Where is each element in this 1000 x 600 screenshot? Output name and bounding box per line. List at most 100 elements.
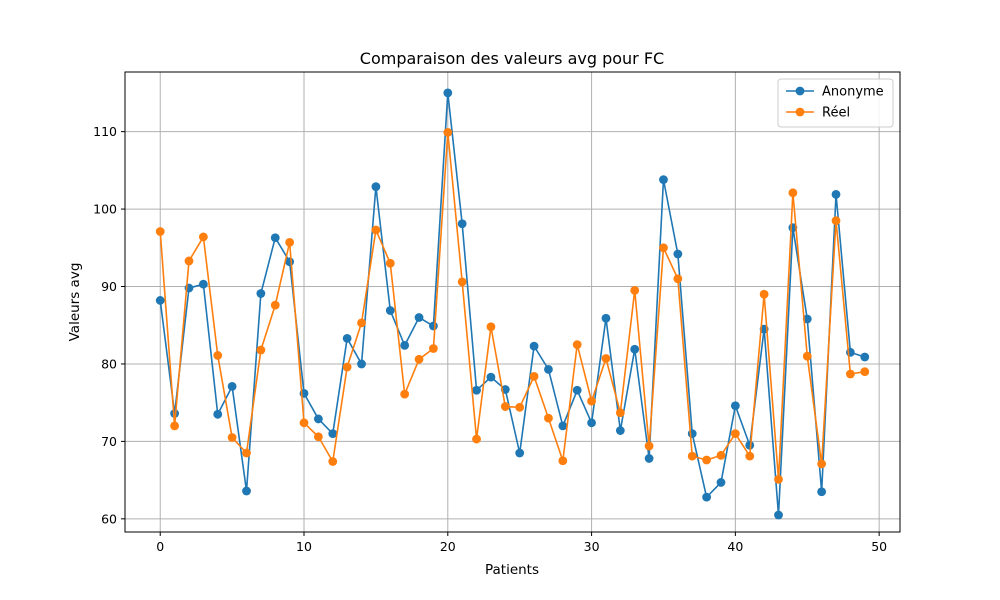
data-point [572,340,582,349]
data-point [385,306,395,315]
data-point [400,340,410,350]
data-point [745,451,755,461]
data-point [198,279,208,289]
data-point [242,486,251,496]
data-point [328,429,338,439]
data-point [313,414,323,424]
y-tick-label: 70 [101,434,117,449]
data-point [673,274,683,284]
data-point [630,285,640,295]
data-point [644,441,654,451]
data-point [817,487,827,497]
data-point [443,128,453,137]
data-point [328,457,338,466]
data-point [730,429,740,439]
data-point [342,333,352,343]
data-point [687,451,697,461]
data-point [242,448,251,458]
data-point [659,243,668,253]
data-point [457,219,467,229]
series-1 [155,88,870,520]
data-point [500,402,510,411]
x-axis-label: Patients [485,562,539,578]
x-tick-label: 0 [156,539,164,554]
data-point [385,258,395,268]
series-line [159,131,865,481]
data-point [155,296,165,305]
data-point [486,322,496,332]
plot-series [155,88,870,520]
data-point [572,385,582,395]
x-tick-label: 40 [727,539,743,554]
data-point [860,352,870,362]
data-point [702,455,712,465]
data-point [745,440,755,450]
data-point [256,289,266,298]
data-point [601,354,611,363]
data-point [587,418,596,428]
data-point [472,434,481,444]
y-tick-label: 80 [101,356,117,371]
data-point [443,88,453,98]
x-tick-label: 50 [871,539,887,554]
legend-marker [795,107,805,117]
data-point [429,321,438,331]
data-point [716,478,726,487]
legend: Anonyme Réel [777,78,894,128]
data-point [227,433,237,442]
data-point [558,456,568,466]
data-point [802,314,812,324]
data-point [414,313,424,322]
data-point [198,232,208,242]
data-point [270,233,280,243]
x-tick-label: 20 [440,539,456,554]
x-tick-label: 30 [584,539,600,554]
y-tick-label: 60 [101,511,117,526]
legend-label: Anonyme [822,85,884,100]
plot-frame [124,71,901,533]
data-point [486,372,496,382]
data-point [213,409,223,419]
data-point [457,277,467,287]
data-point [285,237,295,247]
data-point [759,289,769,299]
data-point [615,426,625,435]
data-point [213,351,223,360]
axis-ticks: 0 10 20 30 40 50 60 70 80 90 100 110 [93,124,887,554]
data-point [644,454,654,463]
data-point [472,385,481,395]
x-tick-label: 10 [296,539,312,554]
data-point [270,300,280,310]
data-point [630,344,640,354]
data-point [615,408,625,418]
data-point [702,492,712,502]
data-point [544,364,553,374]
data-point [659,175,668,185]
series-line [159,92,866,516]
data-point [515,402,525,412]
data-point [831,189,841,199]
data-point [529,341,539,351]
data-point [170,421,180,431]
data-point [788,188,798,198]
data-point [357,318,366,328]
grid-lines [125,72,900,532]
data-point [601,313,611,323]
data-point [802,351,812,361]
data-point [529,371,539,381]
legend-label: Réel [822,106,850,121]
data-point [860,367,870,377]
data-point [817,459,827,469]
data-point [515,448,525,458]
legend-marker [795,86,805,96]
data-point [687,429,697,439]
data-point [342,362,352,372]
data-point [774,474,783,484]
data-point [673,249,683,259]
data-point [400,389,410,399]
data-point [831,216,841,226]
series-2 [155,128,870,484]
y-tick-label: 100 [93,202,117,217]
data-point [845,369,855,379]
data-point [227,382,237,391]
